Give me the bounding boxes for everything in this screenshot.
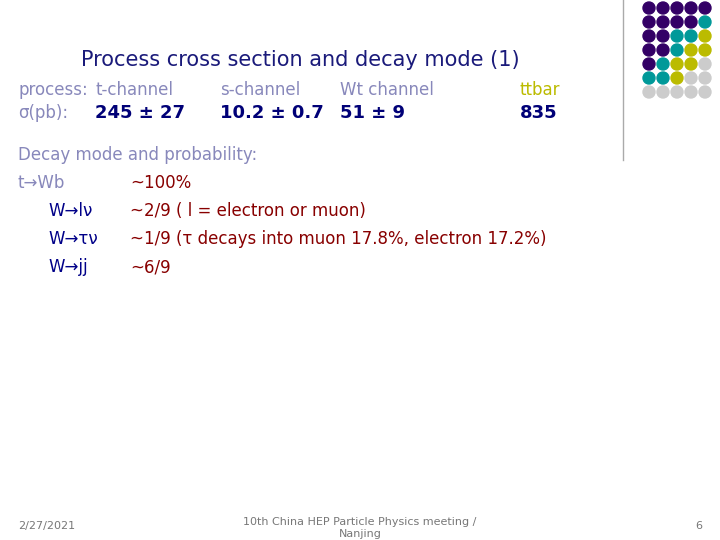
Circle shape — [671, 16, 683, 28]
Text: W→lν: W→lν — [48, 202, 92, 220]
Circle shape — [657, 2, 669, 14]
Circle shape — [671, 2, 683, 14]
Circle shape — [699, 2, 711, 14]
Circle shape — [657, 86, 669, 98]
Circle shape — [685, 2, 697, 14]
Circle shape — [643, 58, 655, 70]
Text: σ(pb):: σ(pb): — [18, 104, 68, 122]
Circle shape — [685, 72, 697, 84]
Text: 10th China HEP Particle Physics meeting /
Nanjing: 10th China HEP Particle Physics meeting … — [243, 517, 477, 539]
Text: Wt channel: Wt channel — [340, 81, 434, 99]
Text: t-channel: t-channel — [95, 81, 173, 99]
Circle shape — [657, 72, 669, 84]
Text: Decay mode and probability:: Decay mode and probability: — [18, 146, 257, 164]
Text: W→jj: W→jj — [48, 258, 88, 276]
Text: t→Wb: t→Wb — [18, 174, 66, 192]
Circle shape — [685, 58, 697, 70]
Circle shape — [643, 72, 655, 84]
Circle shape — [643, 16, 655, 28]
Text: process:: process: — [18, 81, 88, 99]
Circle shape — [671, 30, 683, 42]
Circle shape — [699, 16, 711, 28]
Circle shape — [699, 58, 711, 70]
Text: ~100%: ~100% — [130, 174, 192, 192]
Text: W→τν: W→τν — [48, 230, 98, 248]
Circle shape — [643, 86, 655, 98]
Circle shape — [643, 30, 655, 42]
Circle shape — [671, 72, 683, 84]
Text: 835: 835 — [520, 104, 557, 122]
Text: ~6/9: ~6/9 — [130, 258, 171, 276]
Circle shape — [657, 16, 669, 28]
Text: 10.2 ± 0.7: 10.2 ± 0.7 — [220, 104, 324, 122]
Circle shape — [685, 86, 697, 98]
Text: 6: 6 — [695, 521, 702, 531]
Text: ~1/9 (τ decays into muon 17.8%, electron 17.2%): ~1/9 (τ decays into muon 17.8%, electron… — [130, 230, 546, 248]
Text: ~2/9 ( l = electron or muon): ~2/9 ( l = electron or muon) — [130, 202, 366, 220]
Text: ttbar: ttbar — [520, 81, 560, 99]
Text: 51 ± 9: 51 ± 9 — [340, 104, 405, 122]
Circle shape — [671, 86, 683, 98]
Text: 245 ± 27: 245 ± 27 — [95, 104, 185, 122]
Circle shape — [699, 44, 711, 56]
Circle shape — [685, 16, 697, 28]
Text: s-channel: s-channel — [220, 81, 300, 99]
Text: 2/27/2021: 2/27/2021 — [18, 521, 75, 531]
Circle shape — [699, 30, 711, 42]
Circle shape — [657, 58, 669, 70]
Circle shape — [643, 44, 655, 56]
Circle shape — [685, 44, 697, 56]
Circle shape — [671, 44, 683, 56]
Circle shape — [643, 2, 655, 14]
Circle shape — [657, 30, 669, 42]
Circle shape — [671, 58, 683, 70]
Circle shape — [699, 72, 711, 84]
Circle shape — [699, 86, 711, 98]
Text: Process cross section and decay mode (1): Process cross section and decay mode (1) — [81, 50, 519, 70]
Circle shape — [685, 30, 697, 42]
Circle shape — [657, 44, 669, 56]
